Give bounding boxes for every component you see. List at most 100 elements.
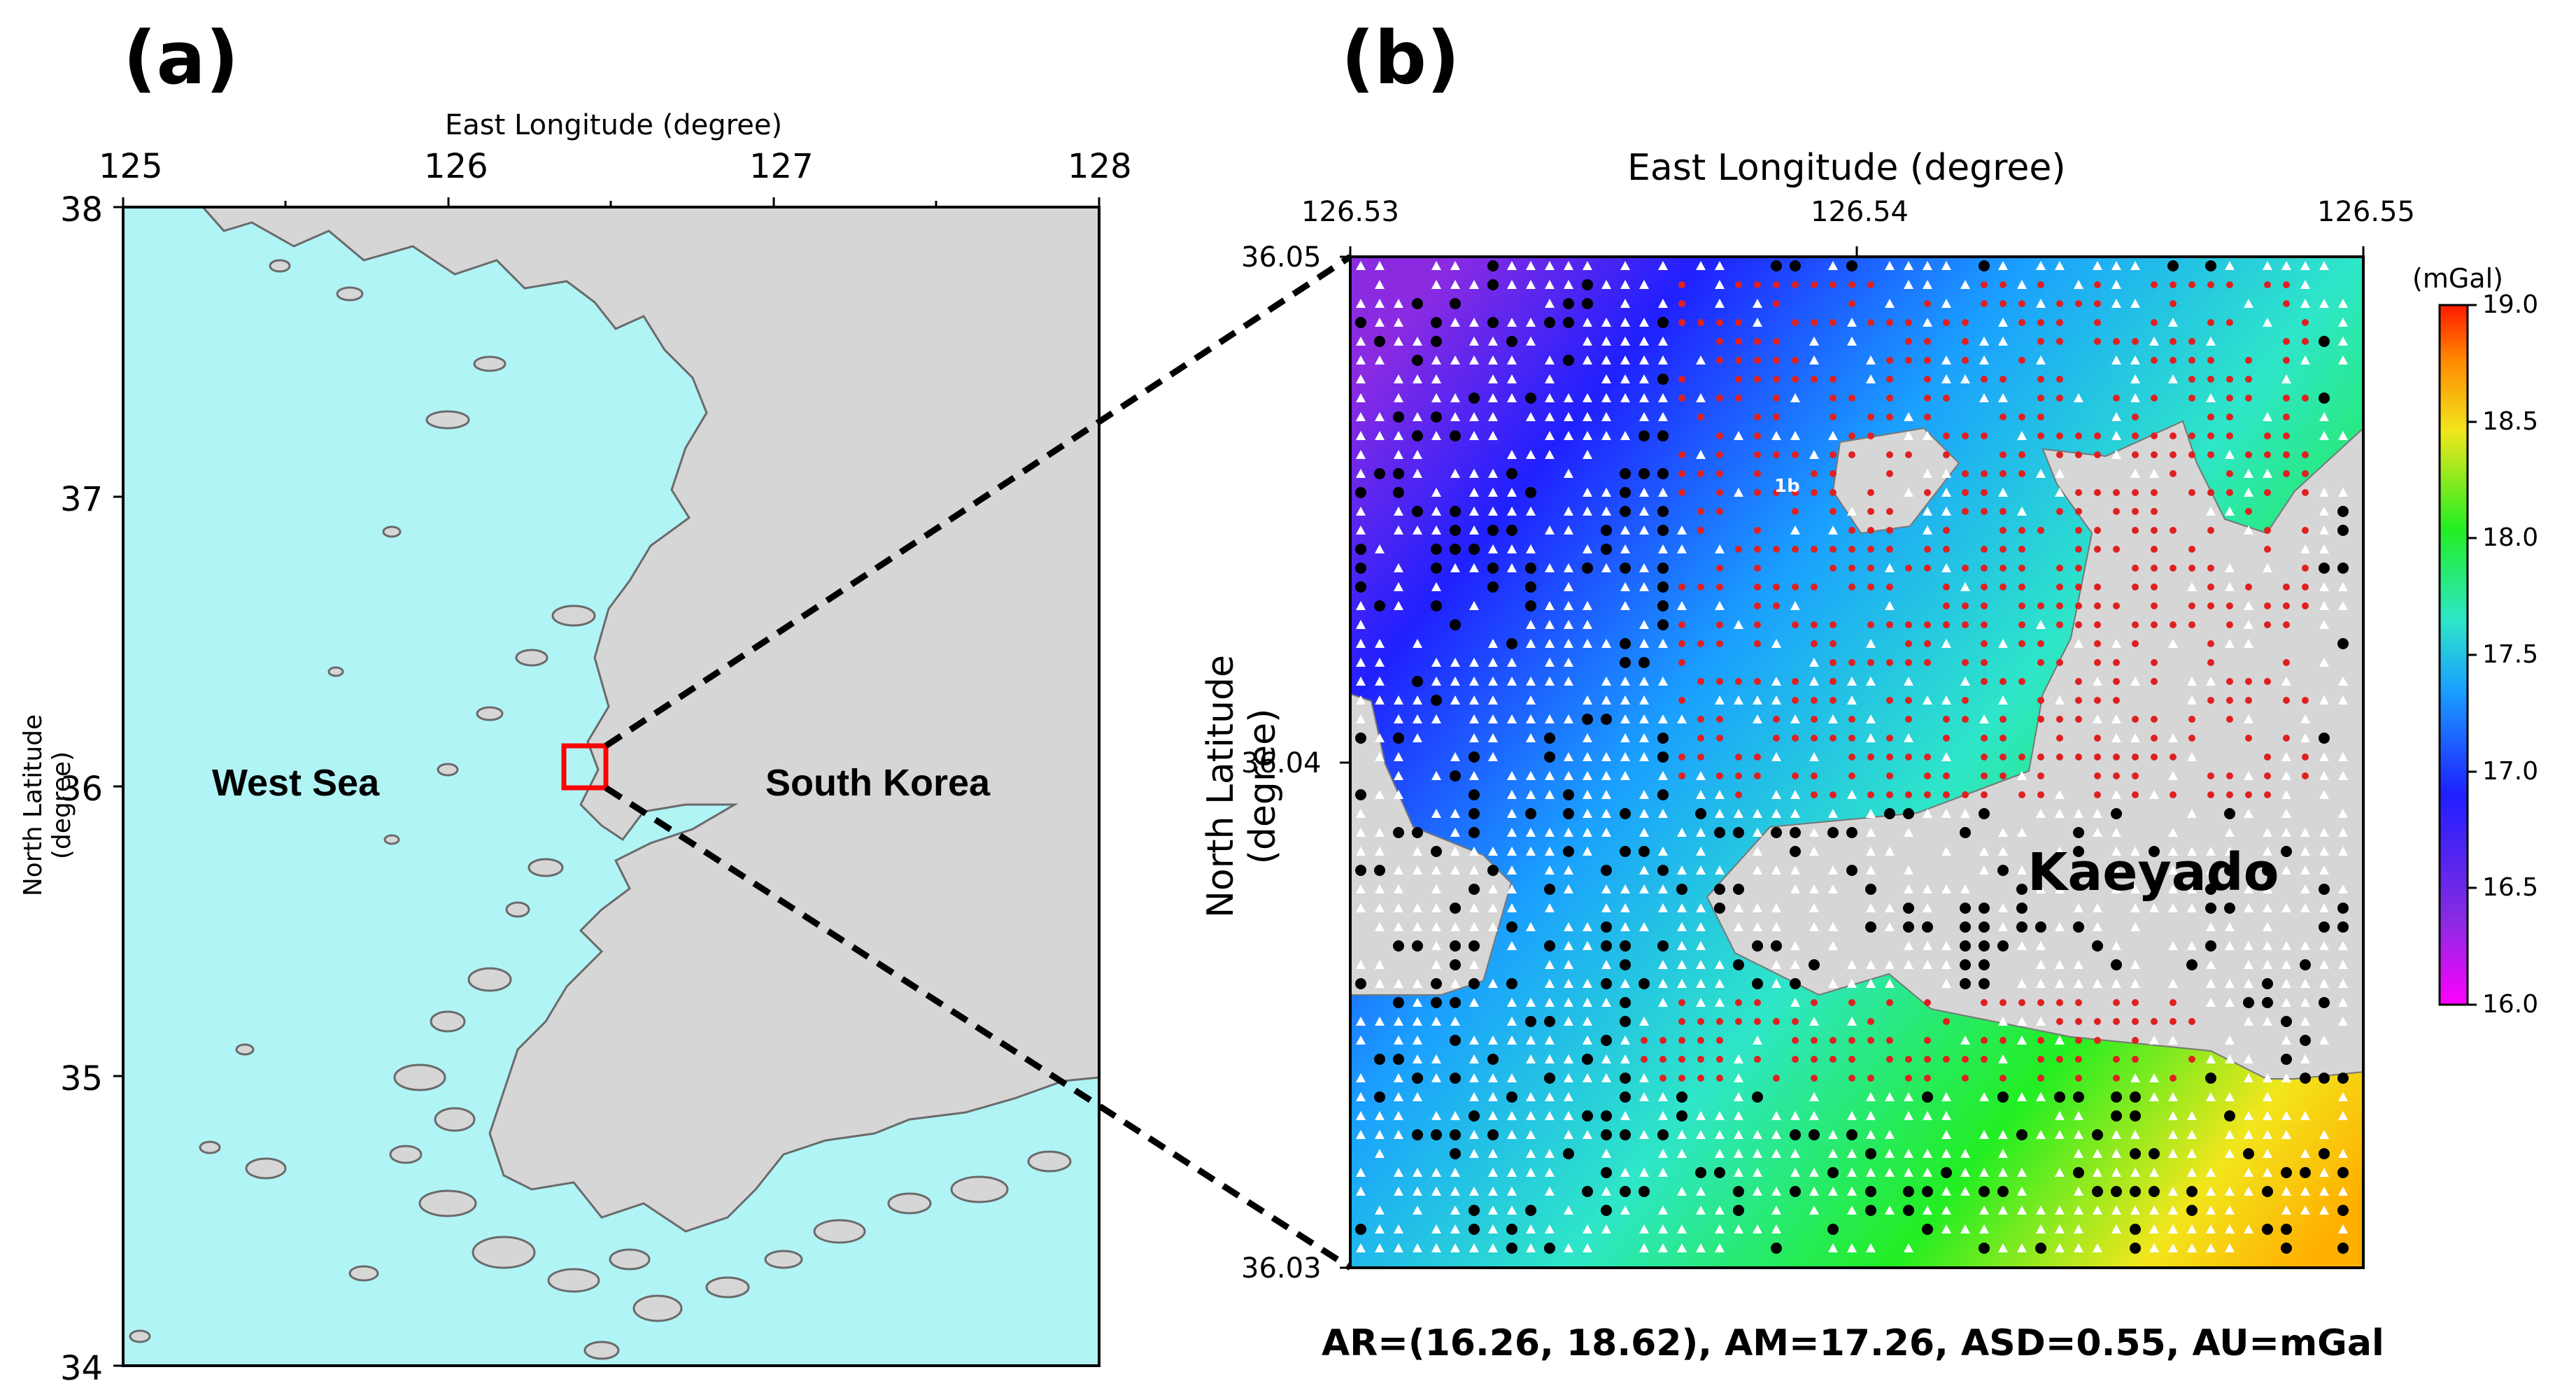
marker-triangle xyxy=(1564,922,1573,931)
marker-triangle xyxy=(2093,261,2102,270)
marker-triangle xyxy=(1828,714,1838,723)
marker-red-dot xyxy=(2000,999,2007,1006)
marker-red-dot xyxy=(1848,281,1855,288)
marker-triangle xyxy=(1469,677,1479,686)
marker-triangle xyxy=(1394,1111,1403,1120)
marker-red-dot xyxy=(2151,1018,2158,1025)
marker-triangle xyxy=(2319,431,2329,440)
marker-triangle xyxy=(1488,412,1498,421)
marker-black-dot xyxy=(1657,940,1669,952)
marker-triangle xyxy=(2055,1224,2065,1233)
marker-red-dot xyxy=(2207,772,2214,779)
marker-triangle xyxy=(1431,525,1441,535)
marker-black-dot xyxy=(1922,921,1933,933)
marker-triangle xyxy=(1809,884,1819,893)
marker-red-dot xyxy=(2018,527,2025,534)
marker-triangle xyxy=(1450,752,1460,761)
marker-black-dot xyxy=(2130,1243,2141,1254)
marker-black-dot xyxy=(1620,959,1631,970)
marker-red-dot xyxy=(1830,395,1837,402)
marker-triangle xyxy=(1545,1054,1555,1063)
marker-red-dot xyxy=(1981,1037,1988,1044)
marker-triangle xyxy=(1998,695,2008,705)
marker-triangle xyxy=(1771,752,1781,761)
marker-triangle xyxy=(1564,261,1573,270)
marker-black-dot xyxy=(2262,865,2273,876)
marker-triangle xyxy=(1941,1149,1951,1158)
marker-red-dot xyxy=(1716,565,1723,572)
marker-triangle xyxy=(2017,828,2027,837)
marker-triangle xyxy=(1620,922,1630,931)
marker-red-dot xyxy=(2037,999,2044,1006)
marker-red-dot xyxy=(1716,508,1723,515)
marker-red-dot xyxy=(1716,1018,1723,1025)
marker-triangle xyxy=(1885,847,1895,856)
marker-triangle xyxy=(2074,903,2083,912)
marker-triangle xyxy=(2111,847,2121,856)
marker-black-dot xyxy=(1450,1148,1461,1159)
marker-triangle xyxy=(1960,1035,1970,1045)
marker-red-dot xyxy=(2283,735,2290,742)
marker-triangle xyxy=(2168,1130,2178,1139)
marker-triangle xyxy=(2225,941,2235,950)
marker-triangle xyxy=(1941,695,1951,705)
marker-red-dot xyxy=(1716,621,1723,628)
marker-triangle xyxy=(2338,582,2348,591)
marker-triangle xyxy=(1545,601,1555,610)
marker-red-dot xyxy=(1886,772,1893,779)
marker-black-dot xyxy=(1657,468,1669,479)
marker-red-dot xyxy=(1641,1056,1648,1063)
marker-black-dot xyxy=(1657,430,1669,441)
marker-triangle xyxy=(1431,488,1441,497)
marker-black-dot xyxy=(1412,355,1423,366)
marker-black-dot xyxy=(1506,921,1517,933)
marker-triangle xyxy=(1356,639,1366,648)
marker-triangle xyxy=(1658,261,1668,270)
marker-red-dot xyxy=(1754,432,1761,439)
marker-red-dot xyxy=(2151,621,2158,628)
marker-red-dot xyxy=(2188,565,2195,572)
marker-triangle xyxy=(2263,922,2272,931)
marker-red-dot xyxy=(1811,1075,1818,1082)
marker-triangle xyxy=(2130,299,2140,308)
marker-triangle xyxy=(2281,1073,2291,1082)
marker-red-dot xyxy=(2170,357,2177,364)
marker-red-dot xyxy=(2226,319,2233,326)
marker-red-dot xyxy=(2170,1018,2177,1025)
marker-black-dot xyxy=(1601,921,1612,933)
marker-triangle xyxy=(1790,525,1800,535)
marker-triangle xyxy=(2206,507,2216,516)
marker-triangle xyxy=(1601,507,1611,516)
marker-red-dot xyxy=(2226,432,2233,439)
marker-red-dot xyxy=(1924,791,1931,798)
marker-triangle xyxy=(2338,1149,2348,1158)
marker-triangle xyxy=(1998,261,2008,270)
marker-black-dot xyxy=(1865,1186,1876,1197)
marker-triangle xyxy=(1715,601,1725,610)
marker-black-dot xyxy=(1544,884,1555,895)
marker-triangle xyxy=(2168,1224,2178,1233)
marker-red-dot xyxy=(1735,395,1742,402)
marker-triangle xyxy=(2225,1205,2235,1215)
marker-red-dot xyxy=(1867,281,1874,288)
marker-triangle xyxy=(2263,847,2272,856)
marker-triangle xyxy=(1734,1130,1743,1139)
marker-triangle xyxy=(1715,790,1725,799)
marker-triangle xyxy=(1375,1111,1385,1120)
marker-triangle xyxy=(2338,318,2348,327)
marker-triangle xyxy=(1923,469,1932,478)
marker-black-dot xyxy=(2319,1148,2330,1159)
marker-black-dot xyxy=(1752,940,1763,952)
marker-red-dot xyxy=(2018,621,2025,628)
marker-triangle xyxy=(1658,1168,1668,1177)
marker-triangle xyxy=(1413,903,1422,912)
marker-red-dot xyxy=(1716,584,1723,591)
colorbar-gradient xyxy=(2438,304,2469,1006)
marker-black-dot xyxy=(1657,619,1669,630)
marker-red-dot xyxy=(2056,432,2063,439)
marker-black-dot xyxy=(1469,940,1480,952)
marker-red-dot xyxy=(2018,999,2025,1006)
marker-triangle xyxy=(1923,261,1932,270)
marker-triangle xyxy=(1526,1149,1536,1158)
marker-black-dot xyxy=(1374,336,1385,347)
